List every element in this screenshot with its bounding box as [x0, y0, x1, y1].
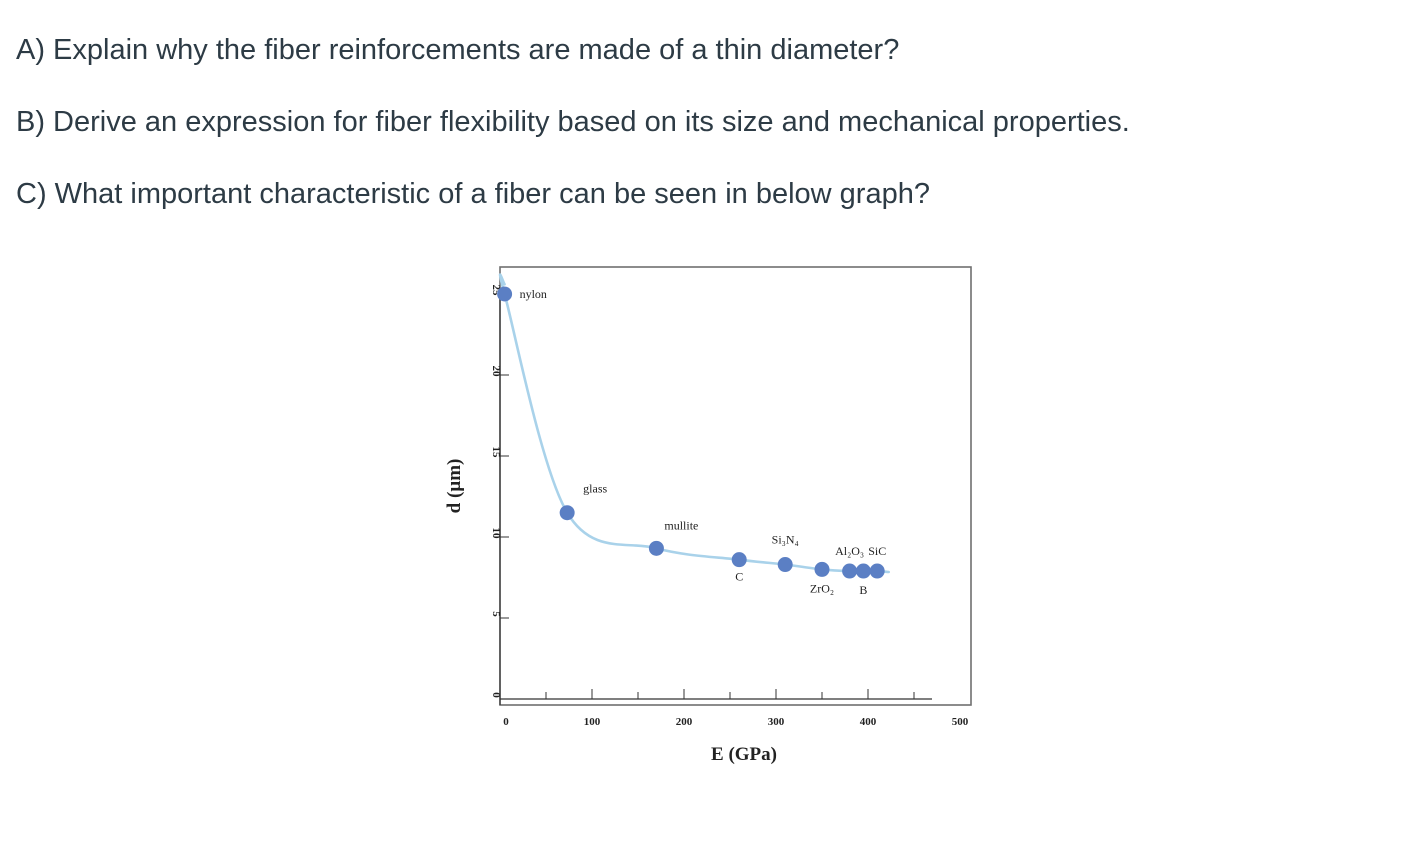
x-tick-label: 500	[952, 716, 969, 728]
point-c	[731, 552, 747, 568]
point-label-c: C	[735, 570, 743, 584]
axis-ticks: 0 100 200 300 400 500 0 5 10 15 20 25	[490, 285, 969, 729]
data-points: nylon glass mullite C Si₃N₄ ZrO₂ Al₂O₃ B SiC	[497, 286, 886, 597]
y-tick-label: 25	[490, 285, 502, 297]
plot-frame	[499, 266, 972, 706]
point-label-nylon: nylon	[520, 287, 547, 301]
point-label-mullite: mullite	[664, 518, 698, 532]
y-tick-label: 20	[490, 366, 502, 378]
fiber-diameter-vs-modulus-chart: 0 100 200 300 400 500 0 5 10 15 20 25 nylon glass mul…	[444, 266, 972, 765]
x-tick-label: 200	[676, 716, 693, 728]
point-nylon	[497, 286, 513, 302]
y-tick-label: 0	[490, 692, 502, 698]
x-tick-label: 300	[768, 716, 785, 728]
y-tick-label: 5	[490, 611, 502, 617]
point-label-alo: Al₂O₃	[835, 544, 864, 558]
point-sin	[777, 557, 793, 573]
question-b: B) Derive an expression for fiber flexib…	[16, 106, 1130, 138]
point-label-zro: ZrO₂	[810, 581, 834, 595]
question-a: A) Explain why the fiber reinforcements …	[16, 34, 900, 66]
y-tick-label: 10	[490, 528, 502, 540]
y-axis-label: d (µm)	[444, 459, 465, 514]
point-label-sic: SiC	[868, 544, 886, 558]
point-glass	[559, 505, 575, 521]
point-zro	[814, 561, 830, 577]
point-alo	[842, 563, 858, 579]
x-tick-label: 100	[584, 716, 601, 728]
point-mullite	[648, 540, 664, 556]
y-tick-label: 15	[490, 447, 502, 459]
x-tick-label: 0	[503, 716, 509, 728]
point-label-sin: Si₃N₄	[772, 533, 799, 547]
point-sic	[869, 563, 885, 579]
question-c: C) What important characteristic of a fi…	[16, 178, 930, 210]
point-label-glass: glass	[583, 482, 607, 496]
point-label-b: B	[859, 583, 867, 597]
point-b	[855, 563, 871, 579]
x-tick-label: 400	[860, 716, 877, 728]
x-axis-label: E (GPa)	[711, 744, 777, 765]
